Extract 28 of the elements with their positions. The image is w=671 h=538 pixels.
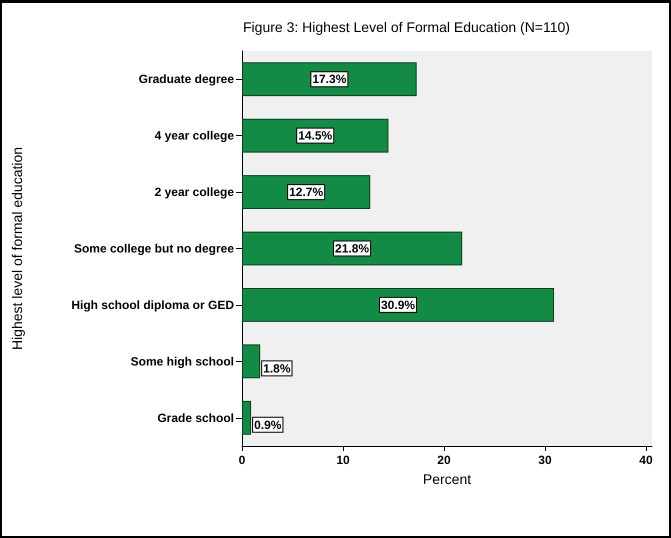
data-label: 14.5% <box>298 128 333 143</box>
data-label: 12.7% <box>289 185 324 200</box>
data-label: 30.9% <box>381 298 416 312</box>
y-tick-label: Grade school <box>157 410 234 425</box>
y-tick-label: Some college but no degree <box>74 242 234 256</box>
bar <box>242 62 417 96</box>
data-label: 21.8% <box>335 242 370 256</box>
bar <box>242 288 554 322</box>
bar <box>242 344 260 378</box>
chart-title: Figure 3: Highest Level of Formal Education (N=110) <box>243 19 570 35</box>
bar <box>242 400 252 435</box>
y-tick-label: 2 year college <box>154 185 234 200</box>
y-tick-label: High school diploma or GED <box>71 298 234 312</box>
bar <box>242 118 388 153</box>
data-label: 0.9% <box>254 418 282 432</box>
x-axis-title: Percent <box>422 471 472 487</box>
x-tick-label: 30 <box>538 453 552 467</box>
y-axis-title: Highest level of formal education <box>9 146 25 350</box>
data-label: 17.3% <box>312 72 347 86</box>
y-tick-label: Some high school <box>130 354 234 368</box>
x-tick-label: 0 <box>238 453 246 467</box>
data-label: 1.8% <box>263 361 291 376</box>
y-tick-label: Graduate degree <box>138 72 234 86</box>
x-tick-label: 10 <box>336 453 350 467</box>
x-tick-label: 40 <box>639 453 653 467</box>
bar <box>242 232 462 266</box>
y-tick-label: 4 year college <box>154 128 234 143</box>
x-tick-label: 20 <box>437 453 451 467</box>
